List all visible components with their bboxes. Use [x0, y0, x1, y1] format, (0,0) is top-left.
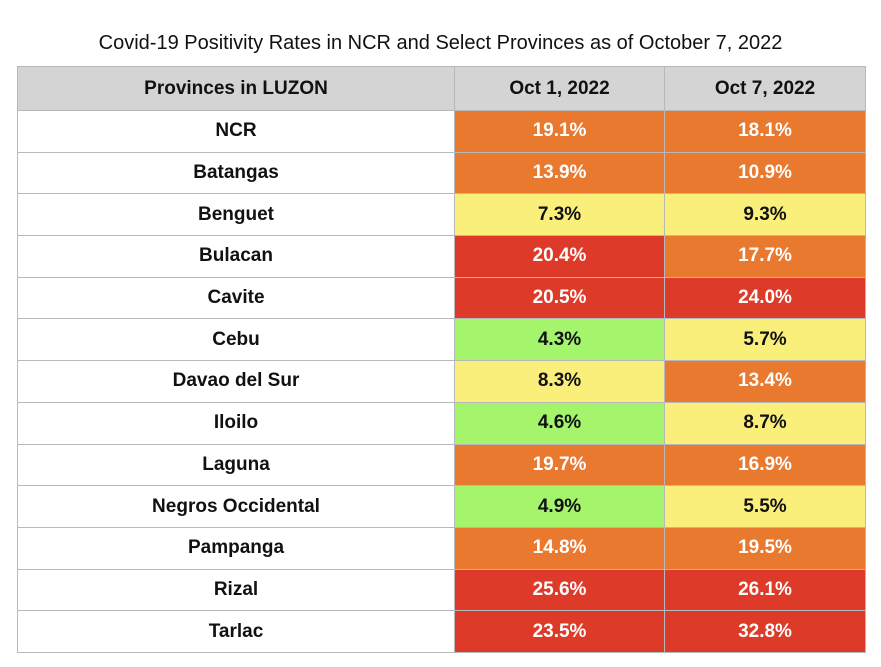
province-cell: Cebu	[17, 318, 455, 362]
province-cell: Rizal	[17, 568, 455, 612]
table-row: Tarlac 23.5% 32.8%	[17, 610, 866, 653]
chart-title: Covid-19 Positivity Rates in NCR and Sel…	[98, 32, 783, 54]
province-cell: Davao del Sur	[17, 360, 455, 403]
rate-cell-oct7: 5.5%	[664, 485, 866, 528]
rate-cell-oct7: 8.7%	[664, 401, 866, 445]
rate-cell-oct7: 18.1%	[664, 110, 866, 153]
rate-cell-oct1: 14.8%	[454, 526, 665, 570]
rate-cell-oct7: 26.1%	[664, 568, 866, 612]
rate-cell-oct1: 4.6%	[454, 401, 665, 445]
province-cell: Tarlac	[17, 610, 455, 653]
rate-cell-oct1: 23.5%	[454, 610, 665, 653]
province-cell: NCR	[17, 110, 455, 153]
table-row: Iloilo 4.6% 8.7%	[17, 401, 866, 445]
table-row: Bulacan 20.4% 17.7%	[17, 235, 866, 278]
rate-cell-oct7: 24.0%	[664, 276, 866, 320]
province-cell: Pampanga	[17, 526, 455, 570]
rate-cell-oct7: 13.4%	[664, 360, 866, 403]
rate-cell-oct7: 17.7%	[664, 235, 866, 278]
table-row: Benguet 7.3% 9.3%	[17, 193, 866, 237]
province-cell: Batangas	[17, 151, 455, 195]
rate-cell-oct1: 13.9%	[454, 151, 665, 195]
table-row: NCR 19.1% 18.1%	[17, 110, 866, 153]
column-header-oct1: Oct 1, 2022	[454, 66, 665, 111]
table-row: Cavite 20.5% 24.0%	[17, 276, 866, 320]
table-row: Negros Occidental 4.9% 5.5%	[17, 485, 866, 528]
rate-cell-oct7: 9.3%	[664, 193, 866, 237]
table-row: Rizal 25.6% 26.1%	[17, 568, 866, 612]
rate-cell-oct7: 10.9%	[664, 151, 866, 195]
province-cell: Bulacan	[17, 235, 455, 278]
province-cell: Iloilo	[17, 401, 455, 445]
table-row: Pampanga 14.8% 19.5%	[17, 526, 866, 570]
rate-cell-oct1: 19.7%	[454, 443, 665, 487]
column-header-oct7: Oct 7, 2022	[664, 66, 866, 111]
table-row: Davao del Sur 8.3% 13.4%	[17, 360, 866, 403]
column-header-province: Provinces in LUZON	[17, 66, 455, 111]
rate-cell-oct1: 19.1%	[454, 110, 665, 153]
table-body: NCR 19.1% 18.1% Batangas 13.9% 10.9% Benguet 7.…	[17, 110, 866, 653]
province-cell: Negros Occidental	[17, 485, 455, 528]
rate-cell-oct1: 8.3%	[454, 360, 665, 403]
table-row: Batangas 13.9% 10.9%	[17, 151, 866, 195]
rate-cell-oct1: 4.3%	[454, 318, 665, 362]
rate-cell-oct1: 20.5%	[454, 276, 665, 320]
rate-cell-oct1: 7.3%	[454, 193, 665, 237]
rate-cell-oct1: 25.6%	[454, 568, 665, 612]
rate-cell-oct7: 32.8%	[664, 610, 866, 653]
rate-cell-oct7: 19.5%	[664, 526, 866, 570]
rate-cell-oct7: 5.7%	[664, 318, 866, 362]
table-row: Laguna 19.7% 16.9%	[17, 443, 866, 487]
rate-cell-oct1: 4.9%	[454, 485, 665, 528]
rate-cell-oct7: 16.9%	[664, 443, 866, 487]
province-cell: Laguna	[17, 443, 455, 487]
province-cell: Cavite	[17, 276, 455, 320]
table-row: Cebu 4.3% 5.7%	[17, 318, 866, 362]
positivity-table: Provinces in LUZON Oct 1, 2022 Oct 7, 20…	[17, 66, 866, 653]
province-cell: Benguet	[17, 193, 455, 237]
rate-cell-oct1: 20.4%	[454, 235, 665, 278]
header-row: Provinces in LUZON Oct 1, 2022 Oct 7, 20…	[17, 66, 866, 111]
